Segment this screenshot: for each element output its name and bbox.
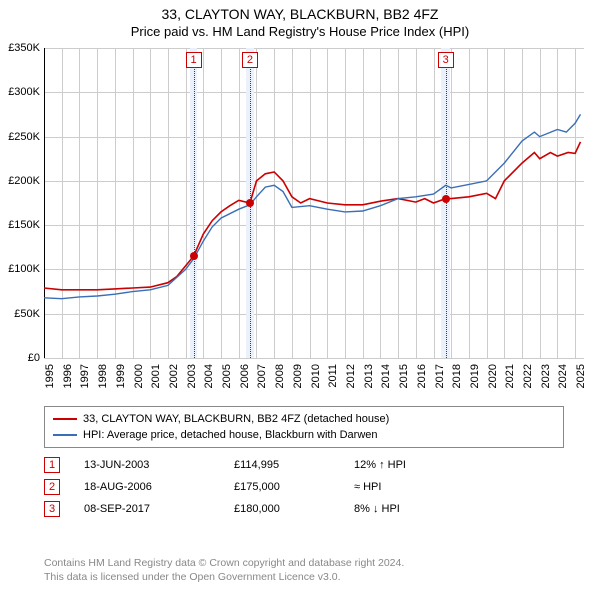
chart-legend: 33, CLAYTON WAY, BLACKBURN, BB2 4FZ (det… (44, 406, 564, 448)
marker-line (446, 64, 447, 358)
transaction-marker: 3 (44, 501, 60, 517)
gridline-y (44, 358, 584, 359)
transaction-row: 3 08-SEP-2017£180,0008% ↓ HPI (44, 498, 564, 520)
x-axis-label: 2014 (380, 364, 392, 394)
x-axis-label: 1998 (97, 364, 109, 394)
legend-swatch (53, 418, 77, 420)
x-axis-label: 2006 (239, 364, 251, 394)
transaction-hpi: ≈ HPI (354, 481, 474, 493)
x-axis-label: 2000 (133, 364, 145, 394)
legend-label: 33, CLAYTON WAY, BLACKBURN, BB2 4FZ (det… (83, 411, 389, 427)
legend-row: 33, CLAYTON WAY, BLACKBURN, BB2 4FZ (det… (53, 411, 555, 427)
footer-line-2: This data is licensed under the Open Gov… (44, 570, 404, 584)
transaction-date: 13-JUN-2003 (84, 459, 234, 471)
x-axis-label: 2004 (203, 364, 215, 394)
x-axis-label: 2009 (292, 364, 304, 394)
x-axis-label: 2003 (186, 364, 198, 394)
x-axis-label: 1996 (62, 364, 74, 394)
series-line (44, 114, 581, 298)
x-axis-label: 2021 (504, 364, 516, 394)
x-axis-label: 2023 (540, 364, 552, 394)
x-axis-label: 1995 (44, 364, 56, 394)
legend-label: HPI: Average price, detached house, Blac… (83, 427, 378, 443)
y-axis-label: £350K (0, 42, 40, 54)
chart-lines (44, 48, 584, 358)
chart-plot-area: £0£50K£100K£150K£200K£250K£300K£350K1995… (44, 48, 584, 358)
x-axis-label: 2018 (451, 364, 463, 394)
y-axis-label: £150K (0, 219, 40, 231)
x-axis-label: 2015 (398, 364, 410, 394)
transactions-table: 1 13-JUN-2003£114,99512% ↑ HPI 2 18-AUG-200… (44, 454, 564, 520)
marker-dot (442, 195, 450, 203)
x-axis-label: 2022 (522, 364, 534, 394)
transaction-marker: 2 (44, 479, 60, 495)
chart-subtitle: Price paid vs. HM Land Registry's House … (0, 22, 600, 39)
marker-label: 3 (438, 52, 454, 68)
x-axis-label: 2020 (487, 364, 499, 394)
y-axis-label: £250K (0, 131, 40, 143)
marker-label: 2 (242, 52, 258, 68)
transaction-date: 18-AUG-2006 (84, 481, 234, 493)
marker-dot (246, 199, 254, 207)
x-axis-label: 2005 (221, 364, 233, 394)
x-axis-label: 2001 (150, 364, 162, 394)
x-axis-label: 2007 (256, 364, 268, 394)
transaction-hpi: 8% ↓ HPI (354, 503, 474, 515)
x-axis-label: 1997 (79, 364, 91, 394)
x-axis-label: 2016 (416, 364, 428, 394)
legend-swatch (53, 434, 77, 436)
series-line (44, 142, 581, 290)
transaction-price: £114,995 (234, 459, 354, 471)
transaction-price: £175,000 (234, 481, 354, 493)
x-axis-label: 1999 (115, 364, 127, 394)
marker-line (250, 64, 251, 358)
marker-line (194, 64, 195, 358)
footer-attribution: Contains HM Land Registry data © Crown c… (44, 556, 404, 584)
x-axis-label: 2019 (469, 364, 481, 394)
transaction-date: 08-SEP-2017 (84, 503, 234, 515)
y-axis-label: £50K (0, 308, 40, 320)
chart-title: 33, CLAYTON WAY, BLACKBURN, BB2 4FZ (0, 0, 600, 22)
y-axis-label: £200K (0, 175, 40, 187)
transaction-price: £180,000 (234, 503, 354, 515)
transaction-row: 2 18-AUG-2006£175,000≈ HPI (44, 476, 564, 498)
legend-row: HPI: Average price, detached house, Blac… (53, 427, 555, 443)
x-axis-label: 2010 (310, 364, 322, 394)
marker-label: 1 (186, 52, 202, 68)
y-axis-label: £100K (0, 263, 40, 275)
x-axis-label: 2012 (345, 364, 357, 394)
x-axis-label: 2002 (168, 364, 180, 394)
y-axis-label: £300K (0, 86, 40, 98)
y-axis-label: £0 (0, 352, 40, 364)
x-axis-label: 2013 (363, 364, 375, 394)
x-axis-label: 2017 (434, 364, 446, 394)
transaction-marker: 1 (44, 457, 60, 473)
x-axis-label: 2011 (327, 364, 339, 394)
x-axis-label: 2008 (274, 364, 286, 394)
x-axis-label: 2025 (575, 364, 587, 394)
transaction-row: 1 13-JUN-2003£114,99512% ↑ HPI (44, 454, 564, 476)
footer-line-1: Contains HM Land Registry data © Crown c… (44, 556, 404, 570)
transaction-hpi: 12% ↑ HPI (354, 459, 474, 471)
marker-dot (190, 252, 198, 260)
x-axis-label: 2024 (557, 364, 569, 394)
